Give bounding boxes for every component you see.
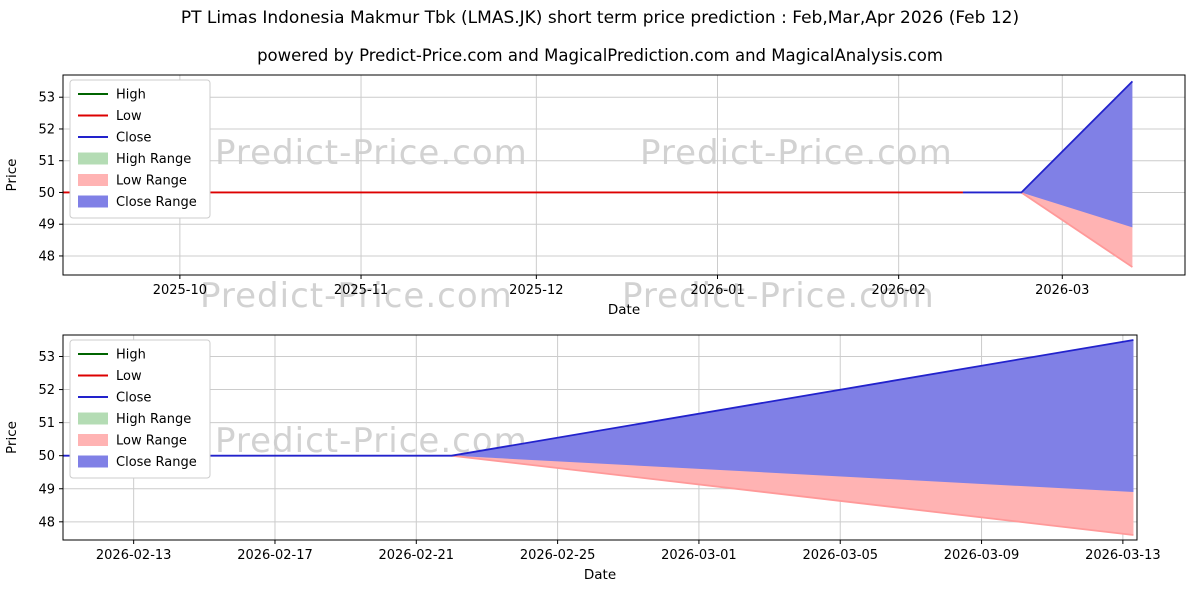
legend-patch-sample bbox=[78, 174, 108, 186]
price-chart-bottom: 2026-02-13 2026-02-17 2026-02-21 2026-02-25… bbox=[4, 334, 1161, 583]
x-tick-label: 2026-02-21 bbox=[379, 548, 455, 563]
y-tick-label: 52 bbox=[38, 383, 55, 398]
y-tick-label: 50 bbox=[38, 449, 55, 464]
chart-subtitle: powered by Predict-Price.com and Magical… bbox=[257, 46, 943, 65]
x-tick-label: 2026-03 bbox=[1035, 283, 1089, 298]
y-tick-label: 48 bbox=[38, 249, 55, 264]
legend-label: Close bbox=[116, 131, 151, 146]
chart-title: PT Limas Indonesia Makmur Tbk (LMAS.JK) … bbox=[180, 8, 1020, 28]
x-tick-label: 2026-02-17 bbox=[237, 548, 313, 563]
x-axis-label: Date bbox=[584, 567, 616, 583]
x-tick-label: 2026-02 bbox=[871, 283, 925, 298]
legend-patch-sample bbox=[78, 195, 108, 208]
watermark-text: Predict-Price.com bbox=[200, 276, 513, 316]
x-tick-label: 2026-02-25 bbox=[520, 548, 596, 563]
legend-label: Close Range bbox=[116, 455, 197, 470]
legend-label: Low Range bbox=[116, 174, 187, 189]
legend-patch-sample bbox=[78, 455, 108, 468]
y-tick-label: 51 bbox=[38, 154, 55, 169]
band-close-range bbox=[1021, 81, 1133, 228]
series-line-low-prediction bbox=[1020, 191, 1133, 268]
y-tick-label: 49 bbox=[38, 482, 55, 497]
legend-label: High bbox=[116, 88, 146, 103]
series-line-low-prediction bbox=[451, 454, 1134, 536]
legend-label: Close Range bbox=[116, 195, 197, 210]
y-tick-label: 50 bbox=[38, 186, 55, 201]
watermark-text: Predict-Price.com bbox=[215, 133, 528, 173]
y-tick-label: 51 bbox=[38, 416, 55, 431]
plot-frame bbox=[62, 334, 1138, 541]
x-tick-label: 2026-03-05 bbox=[802, 548, 878, 563]
x-tick-label: 2026-03-13 bbox=[1085, 548, 1161, 563]
x-axis-label: Date bbox=[608, 302, 640, 318]
x-tick-label: 2026-01 bbox=[690, 283, 744, 298]
x-tick-label: 2025-11 bbox=[334, 283, 388, 298]
legend-patch-sample bbox=[78, 412, 108, 425]
legend-patch-sample bbox=[78, 152, 108, 165]
y-axis-label: Price bbox=[4, 421, 20, 454]
legend-patch-sample bbox=[78, 434, 108, 446]
price-chart-top: 2025-10 2025-11 2025-12 2026-01 2026-02 2026-… bbox=[4, 74, 1186, 318]
x-tick-label: 2026-03-09 bbox=[944, 548, 1020, 563]
watermark-text: Predict-Price.com bbox=[640, 133, 953, 173]
legend-label: Low bbox=[116, 109, 142, 124]
x-tick-label: 2026-03-01 bbox=[661, 548, 737, 563]
y-axis-label: Price bbox=[4, 159, 20, 192]
band-close-range bbox=[451, 339, 1134, 493]
y-tick-label: 53 bbox=[38, 91, 55, 106]
x-tick-label: 2025-12 bbox=[509, 283, 563, 298]
series-line-close bbox=[962, 80, 1134, 194]
watermark-text: Predict-Price.com bbox=[622, 276, 935, 316]
legend-label: High Range bbox=[116, 152, 191, 167]
legend-label: High bbox=[116, 348, 146, 363]
x-tick-label: 2025-10 bbox=[153, 283, 207, 298]
x-tick-label: 2026-02-13 bbox=[96, 548, 172, 563]
y-tick-label: 48 bbox=[38, 515, 55, 530]
plot-frame bbox=[62, 74, 1186, 276]
legend-label: Close bbox=[116, 391, 151, 406]
legend-label: High Range bbox=[116, 412, 191, 427]
y-tick-label: 53 bbox=[38, 350, 55, 365]
y-tick-label: 49 bbox=[38, 218, 55, 233]
legend-label: Low bbox=[116, 369, 142, 384]
y-tick-label: 52 bbox=[38, 122, 55, 137]
legend-label: Low Range bbox=[116, 434, 187, 449]
